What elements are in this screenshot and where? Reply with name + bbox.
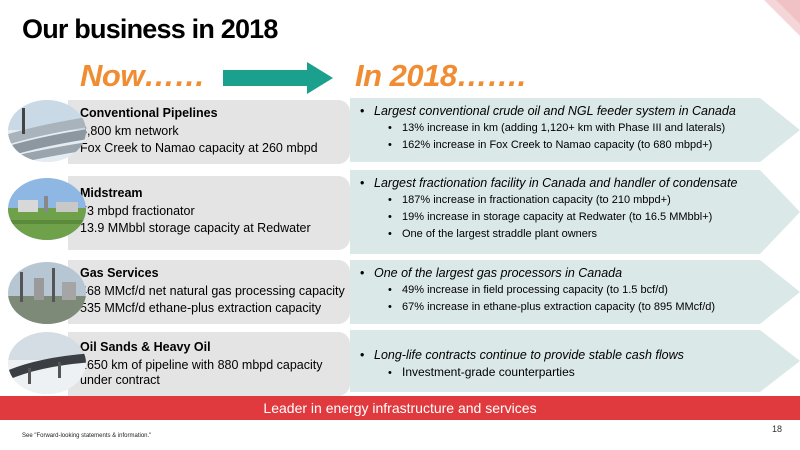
outlook-main: • Largest conventional crude oil and NGL … xyxy=(360,104,760,119)
segment-detail: 468 MMcf/d net natural gas processing ca… xyxy=(80,284,345,298)
outlook-sub-text: Investment-grade counterparties xyxy=(402,365,575,379)
segment-detail: 13.9 MMbbl storage capacity at Redwater xyxy=(80,221,311,235)
segment-row-midstream: Midstream 73 mbpd fractionator 13.9 MMbb… xyxy=(0,170,800,254)
segment-name: Gas Services xyxy=(80,266,159,280)
bullet: • xyxy=(388,301,392,313)
outlook-sub-text: 162% increase in Fox Creek to Namao capa… xyxy=(402,139,713,151)
segment-name: Midstream xyxy=(80,186,143,200)
segment-panel: Oil Sands & Heavy Oil 1650 km of pipelin… xyxy=(68,332,350,396)
segment-row-gas-services: Gas Services 468 MMcf/d net natural gas … xyxy=(0,260,800,324)
corner-decoration xyxy=(764,0,800,36)
segment-panel: Midstream 73 mbpd fractionator 13.9 MMbb… xyxy=(68,176,350,250)
outlook-main: • Largest fractionation facility in Canad… xyxy=(360,176,760,191)
outlook-sub-text: 49% increase in field processing capacit… xyxy=(402,284,668,296)
outlook-sub-text: 19% increase in storage capacity at Redw… xyxy=(402,211,713,223)
bullet: • xyxy=(388,211,392,223)
segment-row-oil-sands: Oil Sands & Heavy Oil 1650 km of pipelin… xyxy=(0,330,800,396)
outlook-sub-text: One of the largest straddle plant owners xyxy=(402,228,598,240)
bullet: • xyxy=(360,104,365,118)
outlook-sub-text: 67% increase in ethane-plus extraction c… xyxy=(402,301,716,313)
bullet: • xyxy=(360,348,365,362)
midstream-facility-photo xyxy=(8,178,86,240)
bullet: • xyxy=(388,228,392,240)
transition-arrow-icon xyxy=(223,62,333,94)
future-header: In 2018……. xyxy=(355,58,526,93)
segment-row-conventional-pipelines: Conventional Pipelines 8,800 km network … xyxy=(0,98,800,164)
segment-detail: Fox Creek to Namao capacity at 260 mbpd xyxy=(80,141,318,155)
oil-sands-pipeline-photo xyxy=(8,332,86,394)
segment-detail: 1650 km of pipeline with 880 mbpd capaci… xyxy=(80,358,323,387)
outlook-main-text: One of the largest gas processors in Can… xyxy=(374,266,623,280)
page-number: 18 xyxy=(771,424,782,434)
bullet: • xyxy=(360,176,365,190)
outlook-main-text: Long-life contracts continue to provide … xyxy=(374,348,684,362)
bullet: • xyxy=(388,194,392,206)
outlook-sub-text: 187% increase in fractionation capacity … xyxy=(402,194,671,206)
footnote: See "Forward-looking statements & inform… xyxy=(22,433,152,439)
outlook-sub-text: 13% increase in km (adding 1,120+ km wit… xyxy=(402,122,726,134)
outlook-arrow: • One of the largest gas processors in Ca… xyxy=(350,260,800,324)
outlook-arrow: • Largest fractionation facility in Canad… xyxy=(350,170,800,254)
bullet: • xyxy=(360,266,365,280)
now-header: Now…… xyxy=(80,58,205,93)
pipeline-photo xyxy=(8,100,86,162)
segment-name: Oil Sands & Heavy Oil xyxy=(80,340,211,354)
segment-panel: Conventional Pipelines 8,800 km network … xyxy=(68,100,350,164)
page-title: Our business in 2018 xyxy=(22,14,278,44)
bullet: • xyxy=(388,139,392,151)
outlook-main: • One of the largest gas processors in Ca… xyxy=(360,266,760,281)
outlook-main-text: Largest fractionation facility in Canada… xyxy=(374,176,738,190)
segment-detail: 73 mbpd fractionator xyxy=(80,204,195,218)
segment-name: Conventional Pipelines xyxy=(80,106,218,120)
gas-plant-photo xyxy=(8,262,86,324)
outlook-main: • Long-life contracts continue to provide… xyxy=(360,348,760,363)
outlook-arrow: • Long-life contracts continue to provide… xyxy=(350,330,800,392)
segment-panel: Gas Services 468 MMcf/d net natural gas … xyxy=(68,260,350,324)
outlook-arrow: • Largest conventional crude oil and NGL … xyxy=(350,98,800,162)
tagline-banner: Leader in energy infrastructure and serv… xyxy=(0,396,800,420)
segment-detail: 535 MMcf/d ethane-plus extraction capaci… xyxy=(80,301,322,315)
bullet: • xyxy=(388,122,392,134)
bullet: • xyxy=(388,367,392,379)
bullet: • xyxy=(388,284,392,296)
outlook-main-text: Largest conventional crude oil and NGL f… xyxy=(374,104,736,118)
segment-detail: 8,800 km network xyxy=(80,124,179,138)
